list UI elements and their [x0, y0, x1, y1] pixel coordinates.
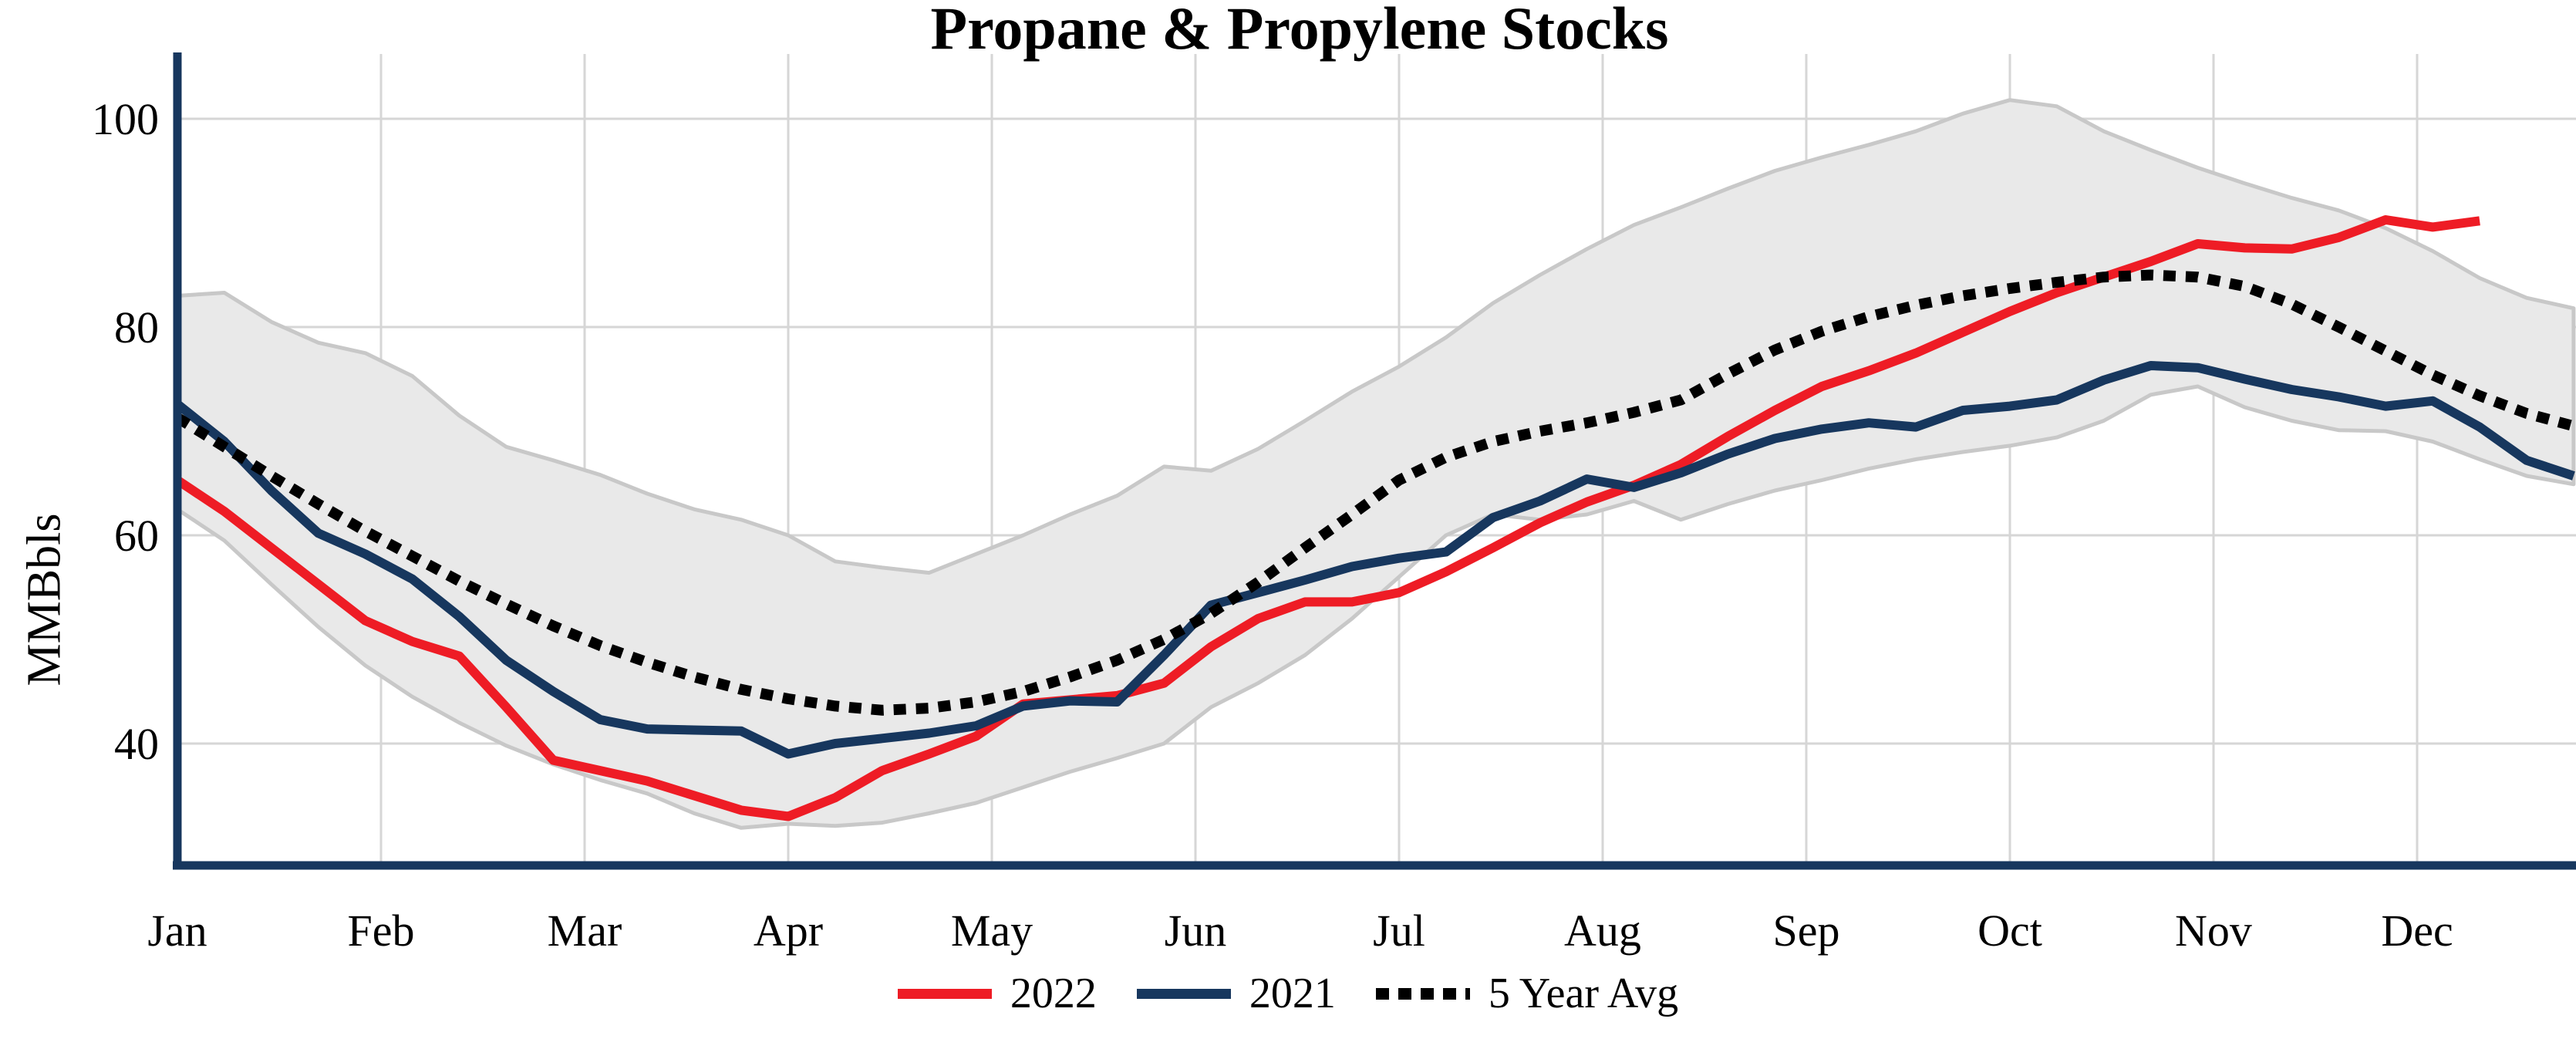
five-year-range-band [175, 98, 2576, 830]
chart-title: Propane & Propylene Stocks [930, 0, 1669, 62]
series-line-2021 [174, 361, 2575, 759]
legend-label-2021: 2021 [1249, 970, 1336, 1017]
x-tick-label-oct: Oct [1978, 906, 2042, 956]
x-tick-label-dec: Dec [2381, 906, 2453, 956]
y-tick-label-100: 100 [92, 94, 159, 144]
x-tick-label-nov: Nov [2175, 906, 2252, 956]
y-tick-label-80: 80 [114, 302, 159, 352]
x-tick-label-feb: Feb [348, 906, 415, 956]
legend-item-2022: 2022 [897, 969, 1097, 1018]
x-tick-label-apr: Apr [754, 906, 823, 956]
legend-swatch-2021 [1136, 988, 1231, 999]
legend-swatch-5yr-avg [1375, 987, 1470, 1000]
y-axis-label: MMBbls [18, 513, 71, 686]
x-tick-label-mar: Mar [548, 906, 622, 956]
legend: 2022 2021 5 Year Avg [0, 969, 2576, 1018]
legend-swatch-2022 [897, 988, 992, 999]
x-tick-label-jan: Jan [147, 906, 207, 956]
x-tick-label-aug: Aug [1564, 906, 1641, 956]
legend-item-2021: 2021 [1136, 969, 1336, 1018]
y-tick-label-60: 60 [114, 511, 159, 561]
x-tick-label-jun: Jun [1165, 906, 1227, 956]
legend-label-5yr-avg: 5 Year Avg [1488, 970, 1679, 1017]
series-line-2022 [174, 215, 2480, 821]
x-tick-label-jul: Jul [1373, 906, 1425, 956]
x-tick-label-sep: Sep [1773, 906, 1840, 956]
y-tick-label-40: 40 [114, 719, 159, 769]
legend-label-2022: 2022 [1010, 970, 1097, 1017]
x-tick-label-may: May [951, 906, 1033, 956]
legend-item-5yr-avg: 5 Year Avg [1375, 969, 1679, 1018]
series-line-5-year-avg [174, 269, 2575, 716]
